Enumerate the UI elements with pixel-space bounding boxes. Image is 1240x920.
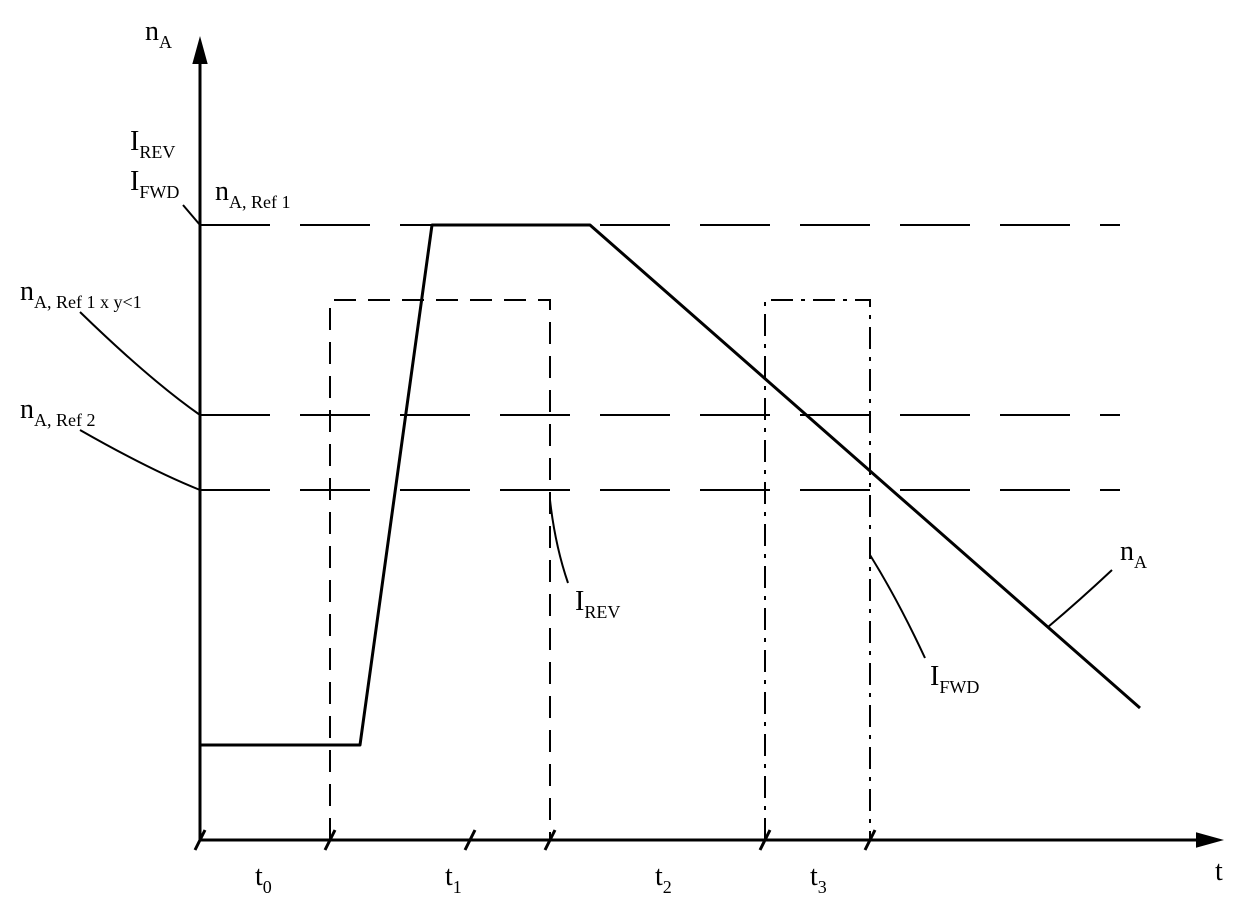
x-axis-label: t (1215, 856, 1223, 887)
y-axis-arrow (192, 36, 207, 64)
ifwd-pulse (765, 300, 870, 840)
time-label: t3 (810, 861, 827, 897)
na-curve (200, 225, 1140, 745)
time-label: t2 (655, 861, 672, 897)
leader-ifwd (870, 555, 925, 658)
label-na-curve: nA (1120, 536, 1147, 572)
label-ifwd-axis: IFWD (130, 166, 179, 202)
leader-na-ref2 (80, 430, 200, 490)
leader-na-curve (1048, 570, 1112, 627)
label-na-ref1: nA, Ref 1 (215, 176, 291, 212)
label-na-ref2: nA, Ref 2 (20, 394, 96, 430)
irev-pulse (330, 300, 550, 840)
time-label: t1 (445, 861, 462, 897)
axes (192, 36, 1224, 850)
reference-lines (200, 225, 1120, 490)
label-irev: IREV (575, 586, 620, 622)
leader-irev (550, 500, 568, 583)
leader-na-ref1xy (80, 312, 200, 415)
y-axis-label: nA (145, 16, 172, 52)
label-na-ref1xy: nA, Ref 1 x y<1 (20, 276, 142, 312)
leader-na-ref1 (183, 205, 200, 225)
x-axis-arrow (1196, 832, 1224, 847)
time-label: t0 (255, 861, 272, 897)
label-irev-axis: IREV (130, 126, 175, 162)
label-ifwd: IFWD (930, 661, 979, 697)
